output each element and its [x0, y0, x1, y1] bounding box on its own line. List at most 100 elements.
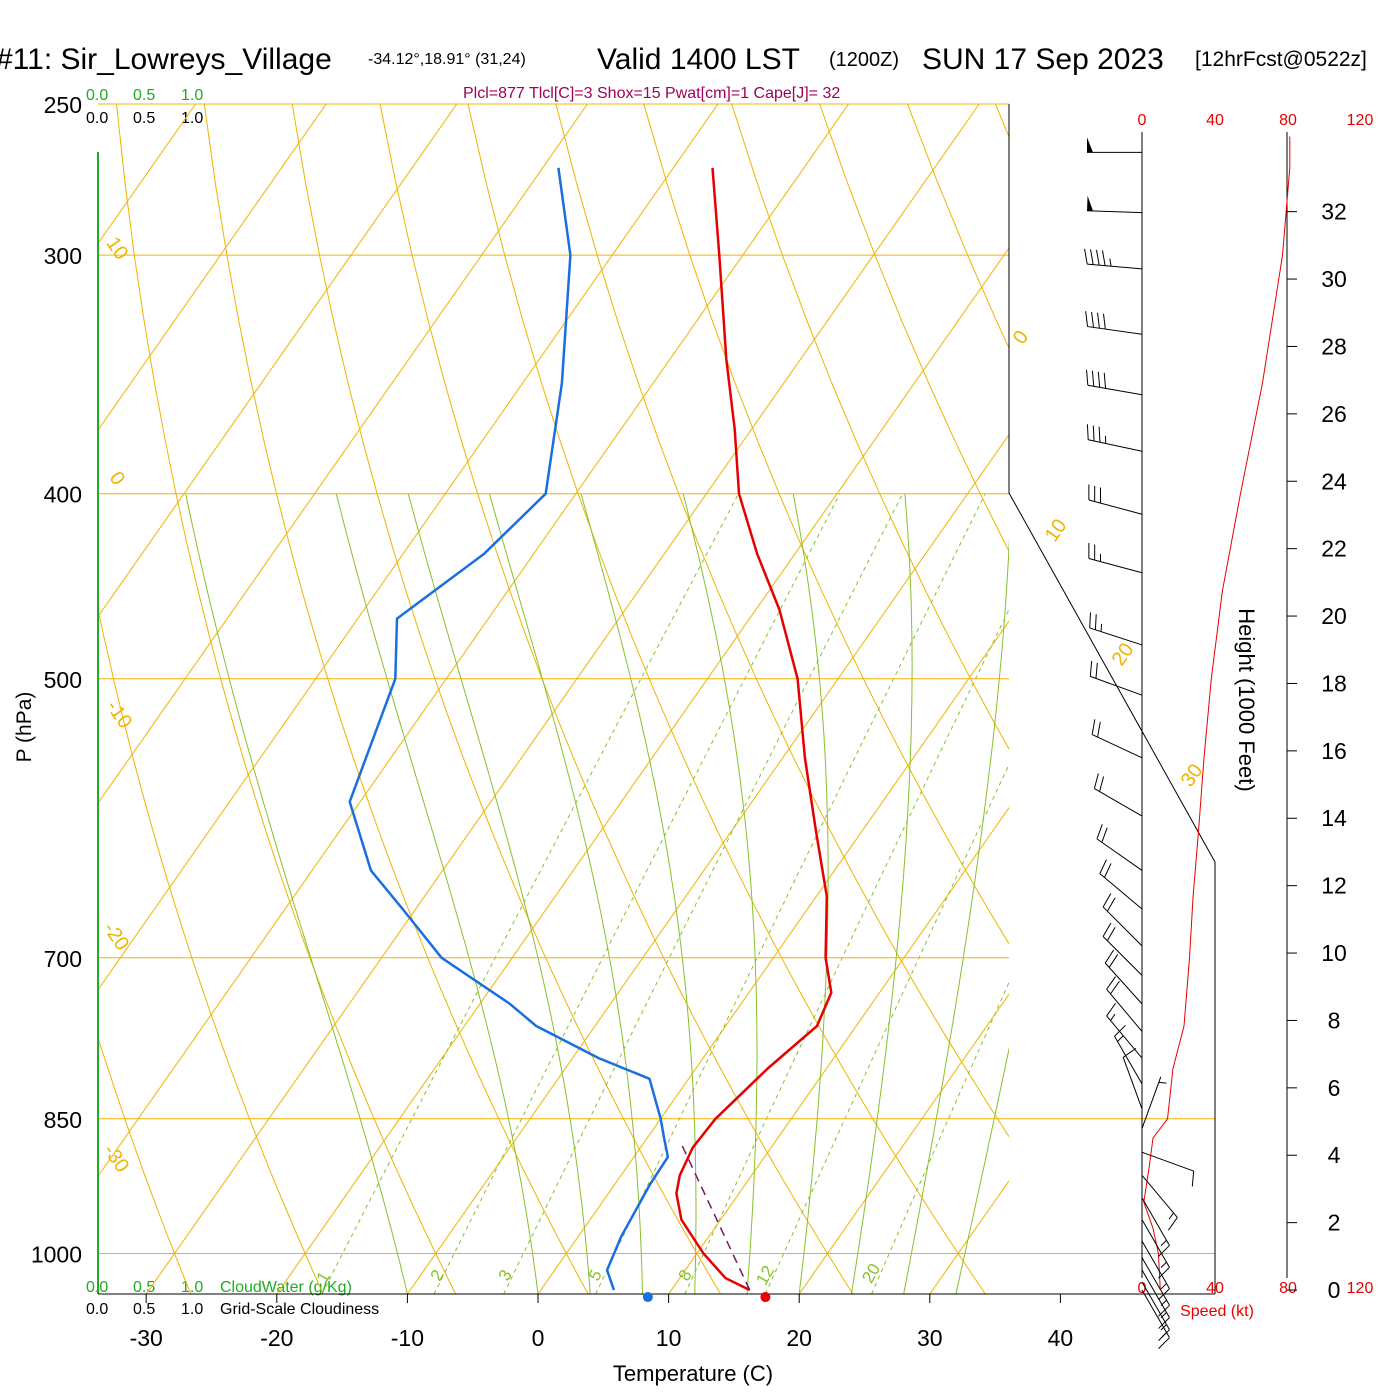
moist-adiabat-line — [185, 493, 408, 1294]
wind-barb — [1141, 1197, 1170, 1257]
isotherm-label: 10 — [1041, 515, 1072, 546]
cloudwater-tick-top: 0.0 — [86, 87, 108, 104]
isotherm-line — [537, 620, 1009, 1294]
wind-barb-staff — [1102, 906, 1143, 947]
mixing-ratio-line — [871, 981, 1009, 1294]
height-tick-label: 6 — [1328, 1075, 1341, 1101]
mixing-ratio-label: 2 — [427, 1266, 448, 1284]
dry-adiabat-line — [819, 104, 1009, 553]
isotherm-label: 10 — [102, 233, 133, 264]
cloudwater-tick-top: 1.0 — [181, 87, 203, 104]
height-tick-label: 14 — [1321, 805, 1347, 831]
temperature-tick-label: 40 — [1048, 1325, 1074, 1351]
wind-barb-feather — [1114, 1024, 1126, 1037]
wind-barb — [1089, 660, 1143, 696]
pressure-tick-label: 700 — [44, 946, 82, 972]
wind-barb — [1093, 773, 1143, 817]
moist-adiabat-line — [850, 493, 913, 1294]
valid-date: SUN 17 Sep 2023 — [922, 43, 1164, 76]
isotherm-label: -30 — [99, 1140, 134, 1176]
wind-barb-feather — [1101, 250, 1106, 266]
wind-barb-feather — [1191, 1171, 1195, 1187]
isobar-lines — [98, 103, 1215, 1255]
wind-barb-feather — [1102, 922, 1112, 937]
temperature-profile-line — [675, 167, 833, 1292]
wind-barb-staff — [1114, 1036, 1143, 1085]
height-tick-label: 4 — [1328, 1142, 1341, 1168]
height-tick-label: 24 — [1321, 468, 1347, 494]
wind-barb-feather — [1091, 370, 1095, 387]
moist-adiabat-line — [488, 493, 643, 1294]
wind-barb-feather — [1106, 897, 1116, 912]
speed-tick-top: 80 — [1279, 112, 1297, 129]
dewpoint-profile-line — [348, 167, 670, 1291]
cloudiness-tick-top: 0.5 — [133, 110, 155, 127]
wind-barb-staff — [1141, 1219, 1170, 1268]
isotherm-line — [668, 806, 1009, 1294]
dry-adiabat-line — [98, 1036, 192, 1294]
wind-barb-half-feather — [1168, 1212, 1174, 1220]
wind-barb-staff — [1141, 1151, 1194, 1172]
wind-barb-feather — [1168, 1217, 1178, 1231]
height-tick-label: 16 — [1321, 738, 1347, 764]
wind-barb-staff — [1106, 988, 1143, 1032]
wind-barb — [1087, 195, 1143, 214]
mixing-ratio-line — [764, 763, 1009, 1294]
wind-barb — [1088, 543, 1143, 574]
wind-barb-feather — [1158, 1337, 1170, 1349]
speed-tick-top: 120 — [1347, 112, 1374, 129]
pressure-tick-label: 300 — [44, 243, 82, 269]
pressure-tick-label: 1000 — [31, 1242, 82, 1268]
wind-barb-feather — [1104, 863, 1112, 878]
dry-adiabat-line — [643, 104, 1009, 945]
wind-barb — [1091, 719, 1143, 759]
wind-barb-staff — [1096, 838, 1143, 871]
wind-barb-staff — [1141, 1175, 1178, 1218]
wind-barb-half-feather — [1110, 1013, 1116, 1021]
wind-barbs — [1084, 137, 1195, 1349]
mixing-ratio-line — [503, 493, 904, 1294]
height-tick-label: 26 — [1321, 401, 1347, 427]
temperature-tick-label: -30 — [130, 1325, 163, 1351]
wind-barb-feather — [1089, 660, 1093, 677]
temperature-tick-label: 20 — [786, 1325, 812, 1351]
height-tick-label: 28 — [1321, 333, 1347, 359]
wind-barb-feather — [1092, 425, 1095, 442]
wind-barb-half-feather — [1117, 1035, 1124, 1042]
speed-tick-bottom: 120 — [1347, 1280, 1374, 1297]
isotherm-line — [98, 104, 327, 431]
wind-barb-staff — [1141, 1076, 1162, 1129]
isotherm-line — [98, 104, 458, 618]
wind-barb-staff — [1141, 1257, 1170, 1306]
moist-adiabat-line — [955, 1046, 1009, 1294]
wind-barb-feather — [1097, 721, 1101, 738]
wind-speed-profile-line — [1143, 136, 1291, 1291]
dry-adiabat-line — [203, 104, 589, 1294]
isotherm-line — [798, 993, 1009, 1294]
forecast-label: [12hrFcst@0522z] — [1195, 48, 1367, 71]
wind-barb-feather — [1102, 893, 1112, 908]
y-axis-title: P (hPa) — [13, 692, 36, 763]
height-tick-label: 2 — [1328, 1210, 1341, 1236]
pressure-tick-label: 250 — [44, 92, 82, 118]
isotherm-line — [98, 104, 850, 1178]
wind-barb-feather — [1108, 954, 1119, 968]
wind-barb-feather — [1091, 311, 1094, 328]
wind-barb-staff — [1099, 873, 1143, 910]
dry-adiabat-line — [467, 104, 986, 1294]
wind-barb-feather — [1094, 614, 1097, 630]
pressure-tick-label: 850 — [44, 1107, 82, 1133]
speed-axis-title: Speed (kt) — [1180, 1303, 1254, 1320]
wind-barb-staff — [1089, 627, 1143, 646]
moist-adiabat-line — [407, 493, 591, 1294]
temperature-tick-label: 10 — [656, 1325, 682, 1351]
moist-adiabat-line — [903, 538, 1009, 1294]
wind-barb-half-feather — [1160, 1261, 1167, 1268]
mixing-ratio-line — [321, 493, 739, 1294]
wind-barb — [1102, 893, 1143, 947]
wind-barb-staff — [1122, 1057, 1143, 1110]
wind-barb-staff — [1141, 1289, 1170, 1338]
speed-tick-bottom: 0 — [1138, 1280, 1147, 1297]
cloudiness-label: Grid-Scale Cloudiness — [220, 1301, 379, 1318]
